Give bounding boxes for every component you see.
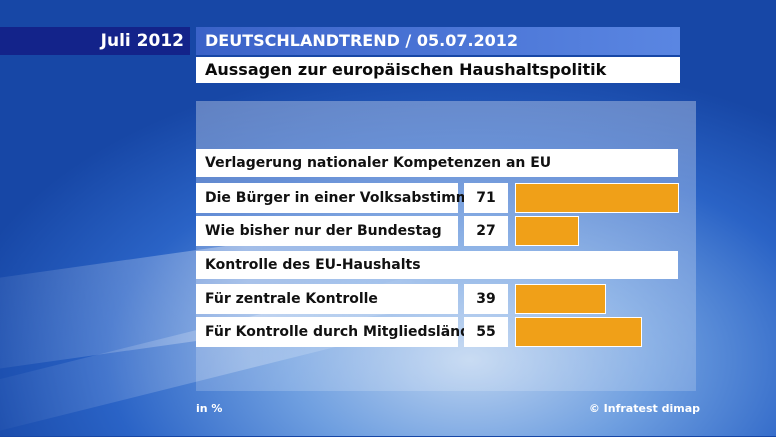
group-title-kompetenzen: Verlagerung nationaler Kompetenzen an EU	[196, 149, 678, 177]
date-label: Juli 2012	[0, 27, 190, 55]
bar-label-volksabstimmung: Die Bürger in einer Volksabstimmung	[196, 183, 500, 213]
bar-zentrale-kontrolle	[515, 284, 606, 314]
bar-label-mitgliedslaender: Für Kontrolle durch Mitgliedsländer	[196, 317, 487, 347]
bar-value-mitgliedslaender: 55	[464, 317, 508, 347]
chart-title: DEUTSCHLANDTREND / 05.07.2012	[196, 27, 680, 55]
source-label: © Infratest dimap	[588, 402, 700, 415]
bar-value-zentrale-kontrolle: 39	[464, 284, 508, 314]
chart-subtitle: Aussagen zur europäischen Haushaltspolit…	[196, 57, 680, 83]
bar-value-bundestag: 27	[464, 216, 508, 246]
bar-label-zentrale-kontrolle: Für zentrale Kontrolle	[196, 284, 458, 314]
bar-label-bundestag: Wie bisher nur der Bundestag	[196, 216, 458, 246]
bar-value-volksabstimmung: 71	[464, 183, 508, 213]
bar-mitgliedslaender	[515, 317, 642, 347]
unit-label: in %	[196, 402, 223, 415]
chart-panel	[196, 101, 696, 391]
group-title-haushalt: Kontrolle des EU-Haushalts	[196, 251, 678, 279]
bar-bundestag	[515, 216, 579, 246]
bar-volksabstimmung	[515, 183, 679, 213]
